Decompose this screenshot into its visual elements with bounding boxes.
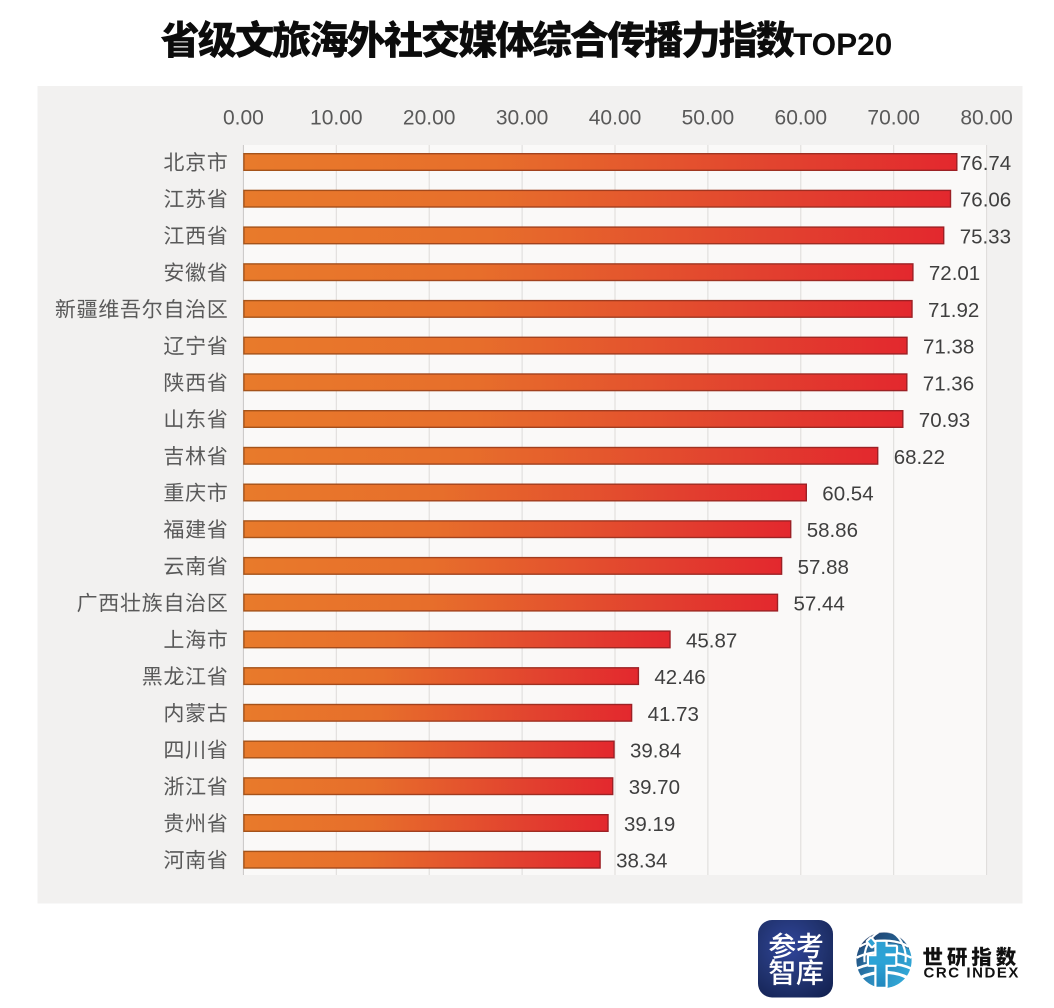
svg-text:42.46: 42.46 (654, 666, 705, 689)
svg-text:68.22: 68.22 (894, 446, 945, 469)
svg-text:75.33: 75.33 (960, 225, 1011, 248)
svg-text:71.92: 71.92 (928, 299, 979, 322)
svg-text:10.00: 10.00 (310, 106, 363, 129)
svg-text:71.36: 71.36 (923, 372, 974, 395)
svg-text:CRC INDEX: CRC INDEX (924, 964, 1020, 981)
svg-text:50.00: 50.00 (682, 106, 735, 129)
svg-text:76.74: 76.74 (960, 152, 1011, 175)
svg-text:57.44: 57.44 (794, 593, 845, 616)
svg-text:58.86: 58.86 (807, 519, 858, 542)
svg-text:76.06: 76.06 (960, 189, 1011, 212)
svg-text:60.54: 60.54 (822, 483, 873, 506)
svg-text:TOP20: TOP20 (793, 26, 892, 62)
svg-text:80.00: 80.00 (960, 106, 1013, 129)
svg-text:0.00: 0.00 (223, 106, 264, 129)
svg-text:39.70: 39.70 (629, 776, 680, 799)
svg-text:72.01: 72.01 (929, 262, 980, 285)
svg-text:71.38: 71.38 (923, 336, 974, 359)
svg-text:39.84: 39.84 (630, 740, 681, 763)
svg-text:38.34: 38.34 (616, 850, 667, 873)
svg-text:30.00: 30.00 (496, 106, 549, 129)
svg-text:20.00: 20.00 (403, 106, 456, 129)
svg-text:45.87: 45.87 (686, 629, 737, 652)
svg-text:41.73: 41.73 (648, 703, 699, 726)
svg-text:40.00: 40.00 (589, 106, 642, 129)
svg-text:70.00: 70.00 (867, 106, 920, 129)
svg-text:60.00: 60.00 (775, 106, 828, 129)
svg-text:57.88: 57.88 (798, 556, 849, 579)
svg-text:39.19: 39.19 (624, 813, 675, 836)
svg-text:70.93: 70.93 (919, 409, 970, 432)
